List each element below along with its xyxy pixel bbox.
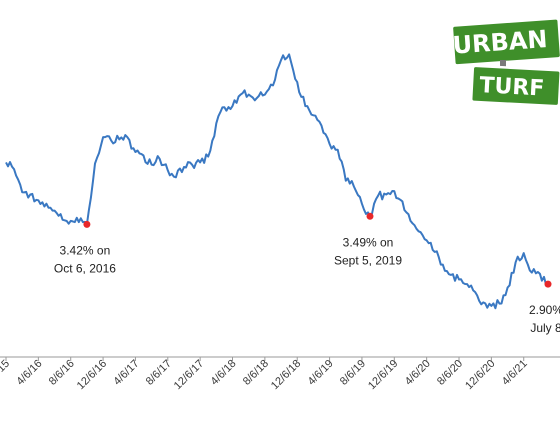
- x-tick-label: 4/6/18: [209, 358, 239, 388]
- x-tick-label: 4/6/16: [14, 358, 44, 388]
- urban-turf-logo: URBAN TURF: [450, 17, 560, 108]
- annotation-label: Sept 5, 2019: [334, 253, 402, 267]
- x-tick-label: 4/6/21: [500, 358, 530, 388]
- x-tick-label: 12/6/18: [269, 358, 303, 392]
- plot-area: [5, 53, 549, 310]
- x-tick-label: 12/6/16: [75, 358, 109, 392]
- annotations: 3.42% on Oct 6, 2016 3.49% on Sept 5, 2019 2…: [54, 212, 560, 335]
- logo-bottom-word: TURF: [479, 73, 545, 101]
- rate-series-line: [5, 53, 549, 310]
- x-tick-label: 4/6/20: [403, 358, 433, 388]
- annotation-label: 3.42% on: [60, 243, 111, 257]
- x-tick-label: 12/6/15: [0, 358, 12, 392]
- logo-top-word: URBAN: [452, 25, 549, 60]
- x-tick-label: 8/6/16: [47, 358, 77, 388]
- x-tick-label: 12/6/17: [172, 358, 206, 392]
- low-point-marker: [544, 280, 552, 288]
- x-tick-label: 8/6/18: [241, 358, 271, 388]
- x-tick-label: 8/6/20: [435, 358, 465, 388]
- low-point-marker: [366, 212, 374, 220]
- x-tick-label: 12/6/20: [463, 358, 497, 392]
- low-point-marker: [83, 220, 91, 228]
- x-tick-label: 4/6/17: [111, 358, 141, 388]
- x-tick-label: 4/6/19: [306, 358, 336, 388]
- annotation-label: 2.90%: [529, 303, 560, 317]
- annotation-label: 3.49% on: [343, 235, 394, 249]
- x-tick-label: 8/6/19: [338, 358, 368, 388]
- annotation-label: Oct 6, 2016: [54, 261, 116, 275]
- annotation-label: July 8: [530, 321, 560, 335]
- x-tick-label: 8/6/17: [144, 358, 174, 388]
- x-tick-label: 12/6/19: [366, 358, 400, 392]
